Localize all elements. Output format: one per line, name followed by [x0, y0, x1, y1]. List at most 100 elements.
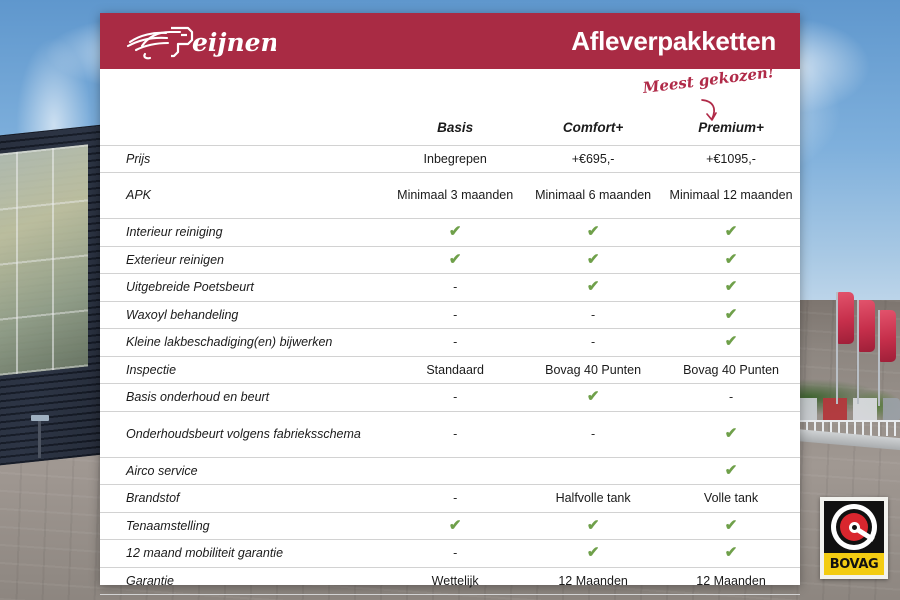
- cell-value: Minimaal 12 maanden: [669, 188, 793, 203]
- cell-value: 12 Maanden: [558, 573, 628, 588]
- check-icon: ✔: [724, 333, 738, 350]
- check-icon: ✔: [724, 516, 738, 534]
- feature-label: Prijs: [126, 151, 151, 166]
- bovag-target-logo-icon: [824, 501, 884, 553]
- brand-wordmark: eijnen: [192, 28, 276, 57]
- table-row: Prijs Inbegrepen +€695,- +€1095,-: [100, 145, 800, 173]
- dash-icon: -: [591, 426, 596, 441]
- cell-not-included-dash: -: [524, 301, 662, 329]
- feature-label: Exterieur reinigen: [126, 252, 224, 267]
- cell-not-included-dash: -: [662, 384, 800, 412]
- cell-value: Standaard: [426, 362, 485, 377]
- table-row: Brandstof - Halfvolle tank Volle tank: [100, 484, 800, 513]
- car-swoosh-logo-icon: eijnen: [126, 26, 276, 60]
- check-icon: ✔: [724, 305, 738, 323]
- cell-empty: [386, 457, 524, 485]
- check-icon: ✔: [586, 516, 600, 534]
- page-title: Afleverpakketten: [571, 25, 776, 56]
- check-icon: ✔: [448, 223, 462, 240]
- cell-value: Minimaal 6 maanden: [535, 188, 652, 203]
- cell-included-check-icon: ✔: [524, 384, 662, 412]
- table-row: Airco service ✔: [100, 457, 800, 485]
- cell-included-check-icon: ✔: [524, 274, 662, 302]
- building-glass-facade: [0, 144, 88, 378]
- table-row: Tenaamstelling ✔ ✔ ✔: [100, 512, 800, 540]
- table-row: Garantie Wettelijk 12 Maanden 12 Maanden: [100, 567, 800, 595]
- cell-value: Volle tank: [703, 491, 759, 505]
- dash-icon: -: [453, 335, 458, 349]
- cell-included-check-icon: ✔: [524, 219, 662, 247]
- cell-included-check-icon: ✔: [662, 540, 800, 568]
- table-row: Uitgebreide Poetsbeurt - ✔ ✔: [100, 273, 800, 302]
- cell-value: +€1095,-: [706, 151, 756, 166]
- feature-label: Airco service: [126, 463, 198, 478]
- table-row: Basis onderhoud en beurt - ✔ -: [100, 383, 800, 412]
- cell-not-included-dash: -: [524, 329, 662, 357]
- cell-included-check-icon: ✔: [662, 457, 800, 485]
- dash-icon: -: [453, 307, 458, 322]
- street-lamp: [31, 415, 49, 458]
- feature-label: Inspectie: [126, 362, 177, 377]
- card-header: eijnen Afleverpakketten: [100, 13, 800, 69]
- cell-not-included-dash: -: [386, 540, 524, 568]
- check-icon: ✔: [586, 223, 600, 240]
- cell-included-check-icon: ✔: [662, 512, 800, 540]
- cell-not-included-dash: -: [524, 411, 662, 457]
- table-body: Prijs Inbegrepen +€695,- +€1095,- APK Minimaa…: [100, 145, 800, 595]
- cell-not-included-dash: -: [386, 485, 524, 513]
- feature-label: 12 maand mobiliteit garantie: [126, 546, 284, 560]
- dash-icon: -: [453, 546, 458, 560]
- feature-label: Waxoyl behandeling: [126, 307, 239, 322]
- table-row: Kleine lakbeschadiging(en) bijwerken - - ✔: [100, 328, 800, 357]
- table-row: Interieur reiniging ✔ ✔ ✔: [100, 218, 800, 247]
- dash-icon: -: [453, 280, 458, 294]
- table-header-row: Basis Comfort+ Premium+: [100, 115, 800, 145]
- column-header-premium[interactable]: Premium+: [698, 120, 764, 136]
- check-icon: ✔: [586, 544, 600, 561]
- banner-flag: [836, 292, 854, 404]
- cell-included-check-icon: ✔: [662, 411, 800, 457]
- dash-icon: -: [453, 390, 458, 404]
- check-icon: ✔: [724, 223, 738, 240]
- check-icon: ✔: [586, 278, 600, 295]
- blank-cell: [591, 463, 594, 480]
- check-icon: ✔: [586, 250, 600, 268]
- dash-icon: -: [453, 491, 458, 505]
- table-row: Waxoyl behandeling - - ✔: [100, 301, 800, 329]
- check-icon: ✔: [724, 544, 738, 561]
- bovag-center-pin: [851, 524, 857, 530]
- cell-value: Wettelijk: [431, 573, 479, 588]
- check-icon: ✔: [724, 424, 738, 442]
- check-icon: ✔: [724, 278, 738, 295]
- banner-flag: [857, 300, 875, 404]
- column-header-feature: [100, 115, 386, 145]
- cell-value: Bovag 40 Punten: [545, 362, 642, 377]
- check-icon: ✔: [448, 516, 462, 534]
- reijnen-logo[interactable]: eijnen: [126, 21, 276, 61]
- cell-included-check-icon: ✔: [524, 512, 662, 540]
- bovag-label: BOVAG: [829, 556, 879, 572]
- parked-cars: [795, 398, 900, 420]
- cell-value: Bovag 40 Punten: [683, 362, 779, 377]
- cell-included-check-icon: ✔: [662, 301, 800, 329]
- cell-not-included-dash: -: [386, 411, 524, 457]
- cell-value: Inbegrepen: [423, 151, 487, 166]
- check-icon: ✔: [586, 388, 600, 405]
- feature-label: Garantie: [126, 573, 174, 588]
- cell-included-check-icon: ✔: [386, 512, 524, 540]
- feature-label: Basis onderhoud en beurt: [126, 390, 270, 404]
- cell-empty: [524, 457, 662, 485]
- bovag-badge: BOVAG: [820, 497, 888, 579]
- column-header-comfort[interactable]: Comfort+: [562, 120, 624, 136]
- cell-included-check-icon: ✔: [386, 219, 524, 247]
- banner-flag: [878, 310, 896, 406]
- table-row: APK Minimaal 3 maanden Minimaal 6 maanden M…: [100, 172, 800, 219]
- feature-label: APK: [126, 188, 152, 203]
- column-header-basis[interactable]: Basis: [437, 120, 474, 136]
- package-comparison-table: Basis Comfort+ Premium+ Prijs Inbegrepen +…: [100, 115, 800, 595]
- check-icon: ✔: [724, 461, 738, 479]
- cell-not-included-dash: -: [386, 384, 524, 412]
- feature-label: Uitgebreide Poetsbeurt: [126, 280, 254, 294]
- feature-label: Onderhoudsbeurt volgens fabrieksschema: [126, 426, 361, 441]
- dash-icon: -: [591, 335, 596, 349]
